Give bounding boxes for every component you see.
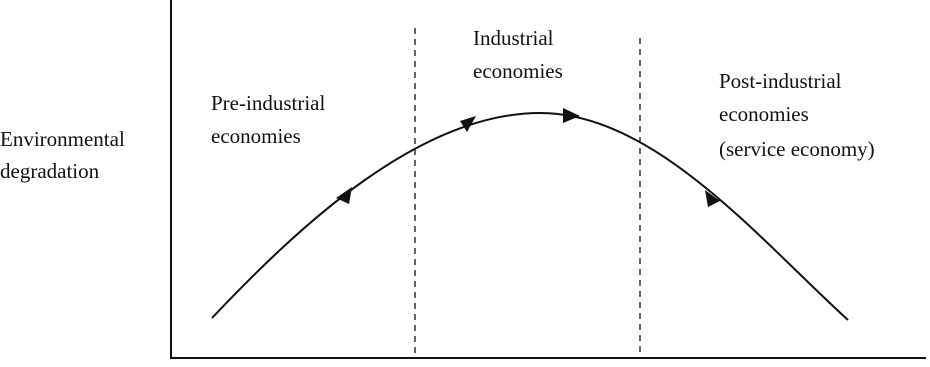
region-label: (service economy)	[719, 137, 875, 161]
axis-label: degradation	[0, 159, 100, 183]
region-label: economies	[719, 102, 809, 126]
arrow	[336, 187, 352, 204]
region-label: Industrial	[473, 26, 554, 50]
arrow	[460, 116, 476, 132]
axis-label: Environmental	[0, 127, 125, 151]
kuznets-curve	[211, 111, 849, 321]
region-label: Post-industrial	[719, 69, 842, 93]
region-label: Pre-industrial	[211, 91, 325, 115]
region-label: economies	[211, 124, 301, 148]
region-label: economies	[473, 59, 563, 83]
arrow	[705, 190, 720, 207]
arrow	[563, 108, 580, 123]
